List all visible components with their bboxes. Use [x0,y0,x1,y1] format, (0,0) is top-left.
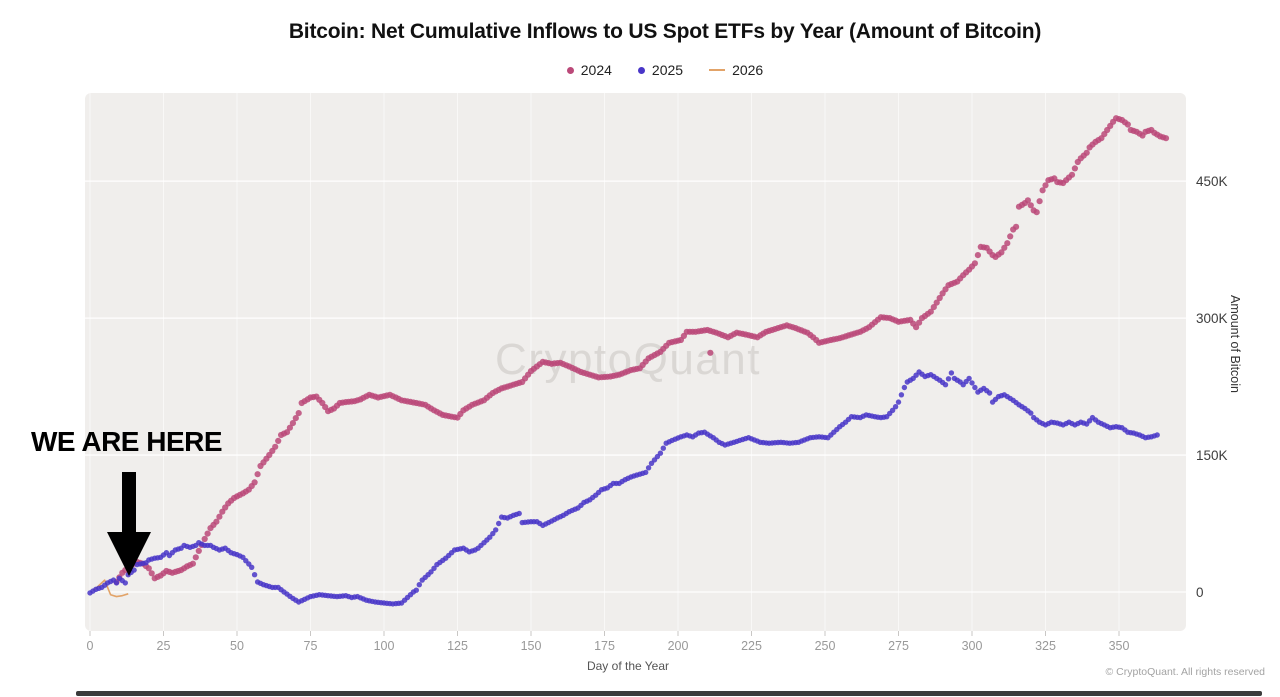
legend-label-2024: 2024 [580,62,612,78]
x-tick-label: 350 [1109,639,1130,653]
legend-marker-2025-icon [637,66,645,74]
watermark: CryptoQuant [495,335,761,384]
chart-title: Bitcoin: Net Cumulative Inflows to US Sp… [288,20,1042,43]
legend-label-2026: 2026 [732,62,764,78]
bottom-bar [76,691,1262,696]
x-tick-label: 100 [374,639,395,653]
x-tick-label: 150 [521,639,542,653]
legend-item-2025[interactable]: 2025 [637,62,684,78]
y-axis-title: Amount of Bitcoin [1228,295,1242,393]
x-axis-title: Day of the Year [586,659,670,673]
x-tick-label: 325 [1035,639,1056,653]
outlier-point [707,349,714,356]
series-2024 [113,115,1170,586]
x-tick-label: 275 [888,639,909,653]
legend-item-2026[interactable]: 2026 [709,62,763,78]
series-2025 [87,369,1160,607]
annotation-we-are-here: WE ARE HERE [31,426,223,457]
legend-label-2025: 2025 [651,62,684,78]
plot-background [85,93,1186,631]
y-tick-label: 150K [1196,448,1228,463]
y-tick-label: 300K [1196,311,1228,326]
x-tick-label: 0 [87,639,94,653]
y-tick-label: 450K [1196,174,1228,189]
x-tick-label: 50 [230,639,244,653]
x-tick-label: 250 [815,639,836,653]
y-tick-label: 0 [1196,585,1204,600]
x-tick-label: 300 [962,639,983,653]
legend-marker-2024-icon [566,66,574,74]
legend-item-2024[interactable]: 2024 [566,62,612,78]
x-tick-label: 25 [157,639,171,653]
x-tick-label: 200 [668,639,689,653]
legend: 2024 2025 2026 [0,62,1280,78]
legend-marker-2026-icon [709,69,726,71]
x-tick-label: 175 [594,639,615,653]
x-tick-label: 75 [304,639,318,653]
copyright-note: © CryptoQuant. All rights reserved [1105,666,1265,678]
x-tick-label: 125 [447,639,468,653]
x-tick-label: 225 [741,639,762,653]
